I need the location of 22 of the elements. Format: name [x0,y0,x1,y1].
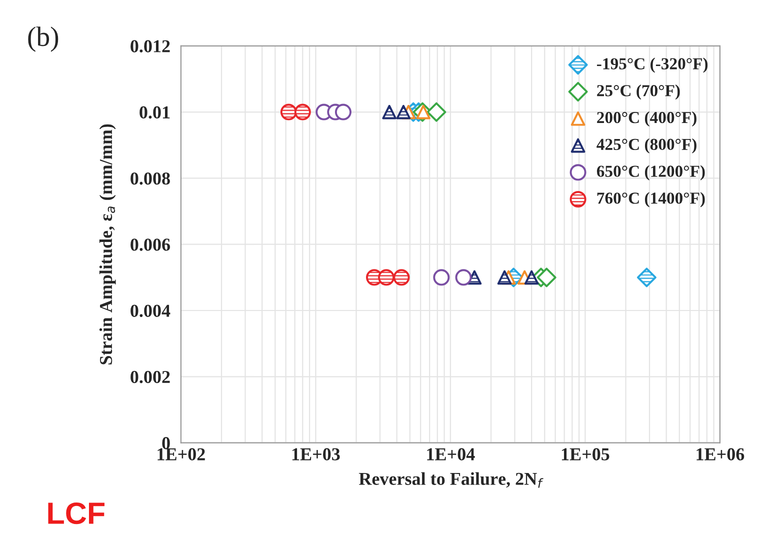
x-tick-label: 1E+06 [696,448,744,460]
y-tick-label: 0.008 [130,172,170,185]
text: (b) [28,26,58,52]
legend-label: 25°C (70°F) [597,84,680,100]
legend-label: -195°C (-320°F) [596,58,708,73]
y-tick-label: 0.012 [130,40,170,52]
legend-label: 200°C (400°F) [597,111,696,127]
y-tick-label: 0.002 [130,370,170,384]
y-axis-title: Strain Amplitude, ε$_{a}$ (mm/mm) [99,124,116,364]
x-axis-title: Reversal to Failure, 2N$_{f}$ [358,472,544,488]
text: LCF [48,502,104,524]
legend-label: 425°C (800°F) [596,138,696,154]
y-tick-label: 0.01 [140,106,170,119]
y-tick-label: 0.006 [130,238,170,251]
legend-label: 760°C (1400°F) [597,192,705,208]
x-tick-label: 1E+04 [427,448,475,460]
y-tick-label: 0 [162,437,170,450]
x-tick-label: 1E+02 [158,448,205,460]
x-tick-label: 1E+03 [292,448,340,460]
x-tick-label: 1E+05 [562,448,610,460]
legend-label: 650°C (1200°F) [596,165,705,180]
y-tick-label: 0.004 [130,304,170,318]
